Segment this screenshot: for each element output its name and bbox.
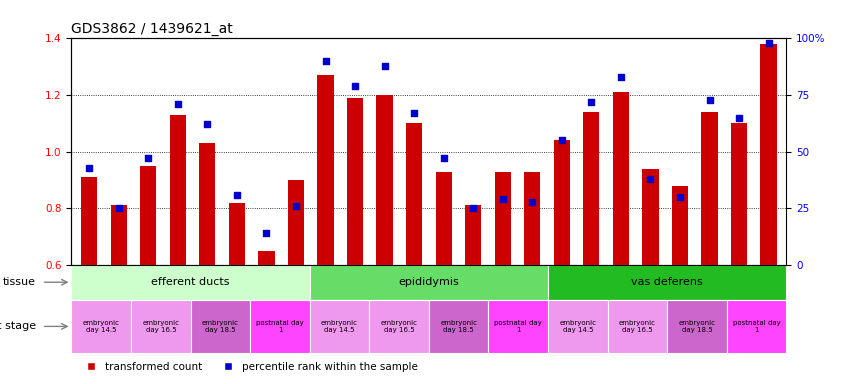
Text: vas deferens: vas deferens xyxy=(632,277,703,287)
Text: embryonic
day 14.5: embryonic day 14.5 xyxy=(559,320,596,333)
Bar xyxy=(140,166,156,265)
Point xyxy=(378,63,391,69)
Bar xyxy=(429,300,489,353)
Bar xyxy=(436,172,452,265)
Bar xyxy=(377,95,393,265)
Bar xyxy=(251,300,309,353)
Text: embryonic
day 16.5: embryonic day 16.5 xyxy=(142,320,179,333)
Bar xyxy=(191,300,251,353)
Bar xyxy=(71,265,309,300)
Point xyxy=(201,121,214,127)
Bar xyxy=(760,44,777,265)
Point xyxy=(437,156,451,162)
Bar xyxy=(229,203,245,265)
Point xyxy=(584,99,598,105)
Bar xyxy=(607,300,667,353)
Bar xyxy=(553,140,570,265)
Text: postnatal day
1: postnatal day 1 xyxy=(257,320,304,333)
Text: embryonic
day 14.5: embryonic day 14.5 xyxy=(82,320,119,333)
Bar xyxy=(170,115,186,265)
Bar xyxy=(548,300,607,353)
Bar xyxy=(731,123,747,265)
Bar xyxy=(465,205,481,265)
Point xyxy=(762,40,775,46)
Text: tissue: tissue xyxy=(3,277,35,287)
Bar xyxy=(317,75,334,265)
Bar xyxy=(489,300,548,353)
Bar xyxy=(347,98,363,265)
Point xyxy=(141,156,155,162)
Point xyxy=(643,176,657,182)
Bar xyxy=(199,143,215,265)
Text: efferent ducts: efferent ducts xyxy=(151,277,230,287)
Bar xyxy=(288,180,304,265)
Text: embryonic
day 16.5: embryonic day 16.5 xyxy=(381,320,418,333)
Point xyxy=(496,196,510,202)
Point xyxy=(260,230,273,236)
Point xyxy=(674,194,687,200)
Bar xyxy=(81,177,98,265)
Point xyxy=(171,101,184,107)
Point xyxy=(348,83,362,89)
Bar xyxy=(309,265,548,300)
Point xyxy=(289,203,303,209)
Bar xyxy=(672,186,688,265)
Point xyxy=(526,199,539,205)
Bar xyxy=(643,169,659,265)
Point xyxy=(230,192,244,198)
Point xyxy=(703,96,717,103)
Point xyxy=(614,74,627,80)
Bar xyxy=(548,265,786,300)
Bar xyxy=(111,205,127,265)
Bar xyxy=(667,300,727,353)
Text: embryonic
day 16.5: embryonic day 16.5 xyxy=(619,320,656,333)
Text: development stage: development stage xyxy=(0,321,35,331)
Text: embryonic
day 14.5: embryonic day 14.5 xyxy=(321,320,358,333)
Bar xyxy=(369,300,429,353)
Bar xyxy=(309,300,369,353)
Text: embryonic
day 18.5: embryonic day 18.5 xyxy=(202,320,239,333)
Point xyxy=(112,205,125,212)
Bar xyxy=(524,172,541,265)
Legend: transformed count, percentile rank within the sample: transformed count, percentile rank withi… xyxy=(77,358,421,376)
Bar xyxy=(613,92,629,265)
Text: embryonic
day 18.5: embryonic day 18.5 xyxy=(679,320,716,333)
Point xyxy=(82,164,96,170)
Point xyxy=(467,205,480,212)
Bar xyxy=(584,112,600,265)
Bar xyxy=(131,300,191,353)
Bar xyxy=(495,172,510,265)
Bar xyxy=(71,300,131,353)
Text: embryonic
day 18.5: embryonic day 18.5 xyxy=(440,320,477,333)
Point xyxy=(319,58,332,64)
Bar xyxy=(406,123,422,265)
Text: GDS3862 / 1439621_at: GDS3862 / 1439621_at xyxy=(71,22,233,36)
Bar xyxy=(701,112,717,265)
Text: postnatal day
1: postnatal day 1 xyxy=(733,320,780,333)
Text: epididymis: epididymis xyxy=(399,277,459,287)
Bar xyxy=(727,300,786,353)
Text: postnatal day
1: postnatal day 1 xyxy=(495,320,542,333)
Bar xyxy=(258,251,274,265)
Point xyxy=(733,114,746,121)
Point xyxy=(555,137,569,143)
Point xyxy=(407,110,420,116)
